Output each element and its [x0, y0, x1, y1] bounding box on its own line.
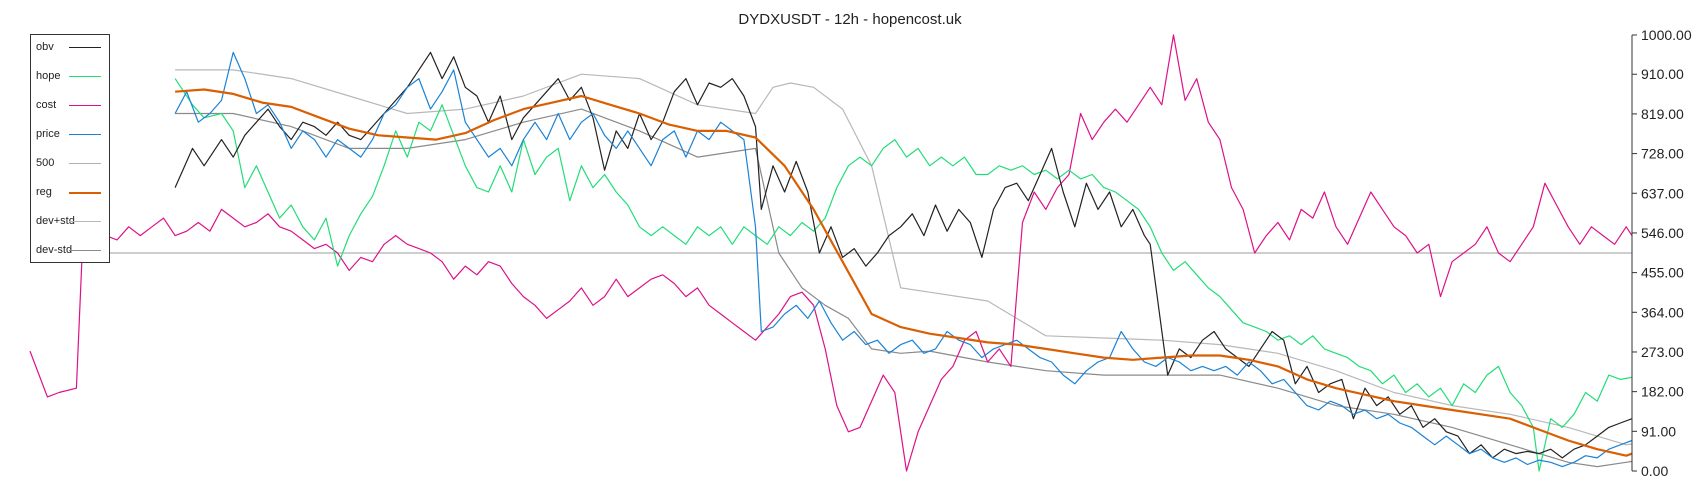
legend-label: dev+std	[36, 215, 75, 227]
y-tick-label: 182.00	[1641, 384, 1684, 400]
legend-swatch	[69, 47, 101, 48]
y-tick-label: 910.00	[1641, 66, 1684, 82]
legend-item-cost: cost	[31, 98, 111, 124]
y-tick-label: 728.00	[1641, 146, 1684, 162]
legend: obv hope cost price 500 reg dev+std dev-std	[30, 34, 110, 263]
series-line-price	[174, 51, 1633, 468]
legend-swatch	[69, 105, 101, 106]
legend-label: price	[36, 128, 60, 140]
legend-item-hope: hope	[31, 69, 111, 95]
y-tick-label: 0.00	[1641, 463, 1668, 479]
legend-item-obv: obv	[31, 40, 111, 66]
legend-label: dev-std	[36, 244, 73, 256]
chart-title: DYDXUSDT - 12h - hopencost.uk	[738, 11, 962, 28]
y-tick-label: 1000.00	[1641, 27, 1692, 43]
legend-item-dev-std: dev+std	[31, 214, 111, 240]
series-line-reg	[175, 88, 1633, 457]
series-line-hope	[174, 78, 1633, 472]
y-tick-label: 819.00	[1641, 106, 1684, 122]
series-line-cost	[29, 34, 1633, 472]
y-tick-label: 91.00	[1641, 423, 1676, 439]
y-axis: 0.00 91.00 182.00 273.00 364.00 455.00 546.00 6…	[1631, 27, 1692, 479]
legend-swatch	[69, 163, 101, 164]
legend-item-dev-std: dev-std	[31, 243, 111, 269]
y-tick-label: 637.00	[1641, 185, 1684, 201]
legend-swatch	[69, 76, 101, 77]
legend-swatch	[69, 134, 101, 135]
legend-swatch	[69, 192, 101, 194]
series-layer	[29, 34, 1633, 472]
legend-label: reg	[36, 186, 52, 198]
legend-label: cost	[36, 99, 57, 111]
legend-swatch	[69, 221, 101, 222]
y-tick-label: 455.00	[1641, 265, 1684, 281]
y-tick-label: 546.00	[1641, 225, 1684, 241]
legend-label: obv	[36, 41, 54, 53]
legend-swatch	[69, 250, 101, 251]
legend-label: hope	[36, 70, 61, 82]
legend-item-500: 500	[31, 156, 111, 182]
legend-label: 500	[36, 157, 55, 169]
series-line-dev-std	[175, 69, 1633, 446]
legend-item-price: price	[31, 127, 111, 153]
y-tick-label: 364.00	[1641, 304, 1684, 320]
y-tick-label: 273.00	[1641, 344, 1684, 360]
legend-item-reg: reg	[31, 185, 111, 211]
